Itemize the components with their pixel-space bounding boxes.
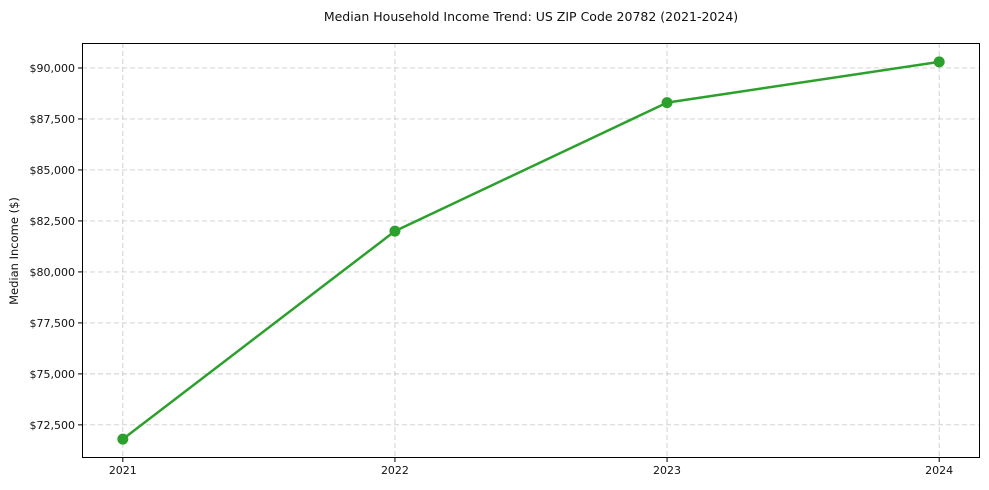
y-tick-label: $87,500 — [30, 113, 76, 126]
x-tick-label: 2021 — [109, 464, 137, 477]
x-tick-label: 2022 — [381, 464, 409, 477]
x-tick-label: 2024 — [925, 464, 953, 477]
data-point-marker — [389, 225, 401, 237]
y-tick-label: $85,000 — [30, 164, 76, 177]
y-tick-label: $75,000 — [30, 368, 76, 381]
y-tick-label: $82,500 — [30, 215, 76, 228]
y-tick-label: $90,000 — [30, 62, 76, 75]
y-tick-label: $77,500 — [30, 317, 76, 330]
income-trend-line — [121, 60, 941, 441]
y-tick-label: $80,000 — [30, 266, 76, 279]
y-tick-label: $72,500 — [30, 419, 76, 432]
x-tick-label: 2023 — [653, 464, 681, 477]
plot-frame — [82, 43, 980, 458]
data-point-marker — [933, 56, 945, 68]
chart-title: Median Household Income Trend: US ZIP Co… — [323, 9, 739, 24]
data-point-marker — [117, 433, 129, 445]
data-point-marker — [661, 97, 673, 109]
